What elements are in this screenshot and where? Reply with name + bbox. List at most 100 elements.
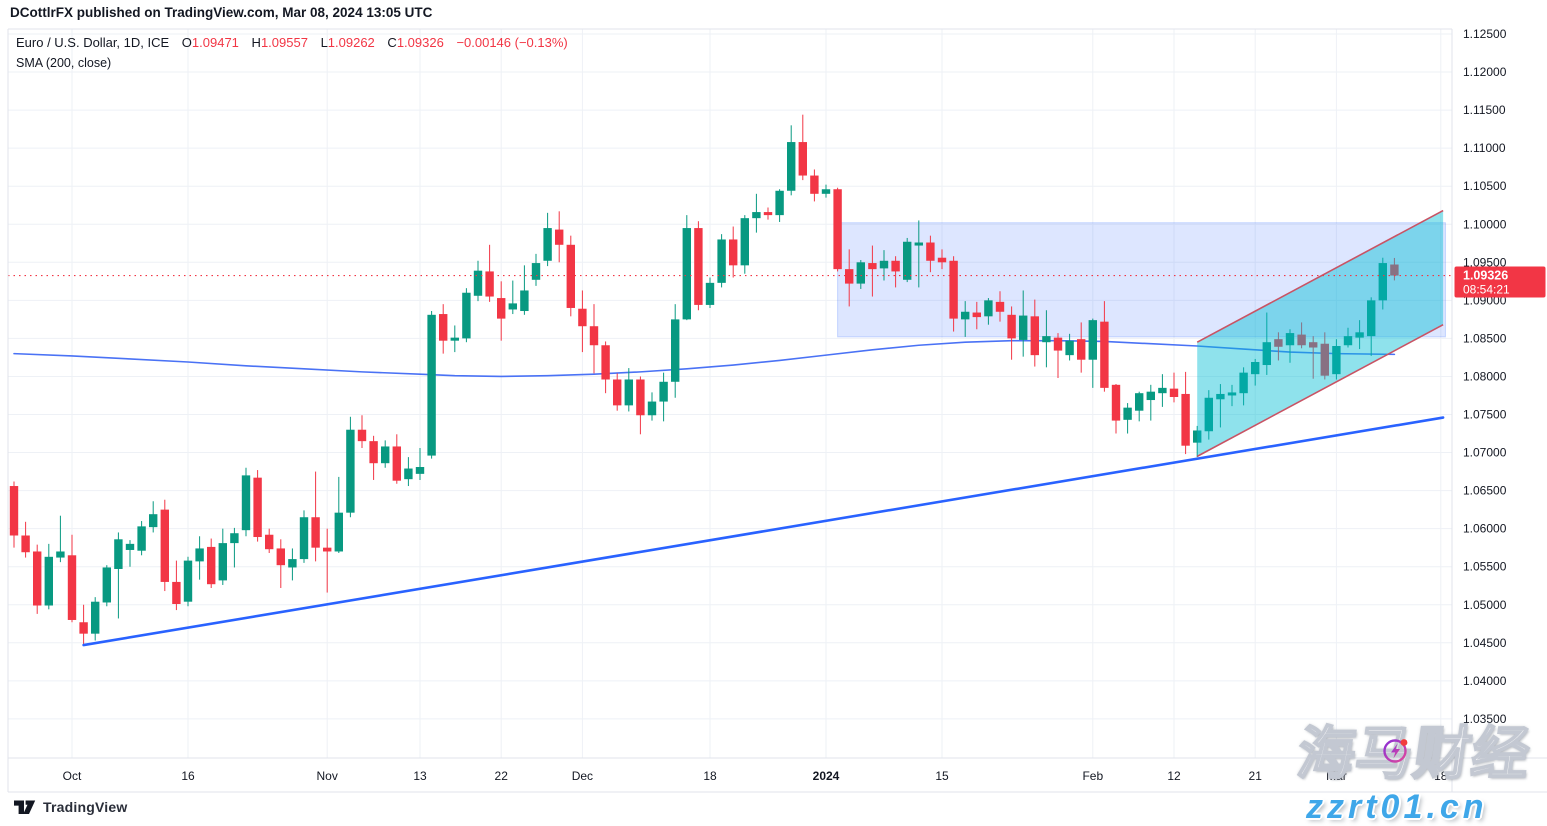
candle xyxy=(183,556,193,607)
candle xyxy=(798,114,807,181)
price-tick-label: 1.11000 xyxy=(1463,141,1506,155)
candle xyxy=(1111,384,1121,434)
candle xyxy=(1216,384,1225,428)
candle xyxy=(450,325,459,353)
candle xyxy=(1030,299,1039,367)
support-trendline-drawing[interactable] xyxy=(82,416,1445,647)
candle xyxy=(636,376,645,435)
candle xyxy=(91,597,100,641)
candle xyxy=(1343,327,1353,348)
candle xyxy=(740,215,749,274)
candle xyxy=(613,373,622,411)
candle xyxy=(508,280,517,315)
time-tick-label: 21 xyxy=(1249,769,1263,783)
candle xyxy=(682,215,691,321)
candle xyxy=(1181,371,1190,455)
candle xyxy=(473,260,483,302)
parallel-channel-drawing[interactable] xyxy=(1197,210,1444,457)
publish-attribution: DCottlrFX published on TradingView.com, … xyxy=(10,5,433,20)
candle xyxy=(1053,333,1063,378)
candle xyxy=(601,341,610,394)
time-tick-label: 15 xyxy=(935,769,949,783)
candle xyxy=(265,528,274,553)
price-tick-label: 1.12000 xyxy=(1463,65,1507,79)
price-tick-label: 1.03500 xyxy=(1463,712,1507,726)
candle xyxy=(276,539,285,589)
candle xyxy=(821,184,831,198)
candle xyxy=(1146,384,1155,421)
candle xyxy=(717,234,726,288)
svg-text:1.09326: 1.09326 xyxy=(1463,269,1508,283)
candle xyxy=(33,544,42,614)
time-tick-label: 2024 xyxy=(813,769,840,783)
sma-200-line[interactable] xyxy=(13,339,1396,378)
price-tick-label: 1.10500 xyxy=(1463,179,1507,193)
candle xyxy=(961,301,970,337)
candle xyxy=(949,256,958,332)
candle xyxy=(589,304,599,374)
candle xyxy=(787,125,796,196)
candle xyxy=(520,265,529,315)
candle xyxy=(439,304,448,354)
candle xyxy=(531,253,541,286)
close-value: 1.09326 xyxy=(396,35,444,50)
tradingview-attribution[interactable]: TradingView xyxy=(14,799,127,815)
candle xyxy=(253,470,262,542)
time-tick-label: 12 xyxy=(1167,769,1181,783)
time-tick-label: Oct xyxy=(63,769,82,783)
candle xyxy=(891,256,900,288)
candle xyxy=(1262,312,1271,375)
candle xyxy=(763,207,773,220)
candle xyxy=(752,193,761,233)
candle xyxy=(972,301,981,330)
candle xyxy=(392,434,401,484)
low-value: 1.09262 xyxy=(327,35,375,50)
rectangle-zone-drawing[interactable] xyxy=(837,222,1446,338)
candle xyxy=(1309,336,1318,379)
candle xyxy=(311,471,320,562)
candle xyxy=(903,237,912,283)
sma-indicator-legend[interactable]: SMA (200, close) xyxy=(16,56,112,70)
candle xyxy=(288,548,297,581)
candle xyxy=(21,521,30,558)
candle xyxy=(195,536,204,580)
candle xyxy=(1193,425,1202,458)
candle xyxy=(1332,339,1341,380)
price-tick-label: 1.04500 xyxy=(1463,636,1507,650)
candle xyxy=(125,540,135,567)
candle xyxy=(555,211,564,263)
candle xyxy=(1135,391,1144,422)
price-tick-label: 1.06500 xyxy=(1463,484,1507,498)
candle xyxy=(1123,403,1132,434)
price-tick-label: 1.12500 xyxy=(1463,27,1507,41)
channel-upper-border[interactable] xyxy=(1196,209,1444,343)
candle xyxy=(1239,367,1248,406)
candle xyxy=(624,368,633,412)
candle xyxy=(241,467,251,537)
candle xyxy=(694,221,703,311)
time-tick-label: 13 xyxy=(413,769,427,783)
candle xyxy=(1378,257,1387,310)
candle xyxy=(67,534,77,623)
price-tick-label: 1.08500 xyxy=(1463,331,1507,345)
change-value: −0.00146 (−0.13%) xyxy=(456,35,568,50)
symbol-legend[interactable]: Euro / U.S. Dollar, 1D, ICE O1.09471 H1.… xyxy=(16,35,568,50)
price-tick-label: 1.05000 xyxy=(1463,598,1507,612)
candle xyxy=(1088,318,1097,388)
candle xyxy=(578,290,587,353)
candle xyxy=(9,481,19,548)
candle xyxy=(1077,322,1086,373)
candle xyxy=(1019,290,1028,357)
watermark-chinese-text: 海马财经 xyxy=(1293,721,1536,787)
candle xyxy=(705,277,715,308)
candle xyxy=(1355,320,1364,350)
channel-lower-border[interactable] xyxy=(1196,323,1444,458)
candle xyxy=(56,515,65,563)
candle xyxy=(1390,257,1399,281)
candle xyxy=(810,169,819,202)
candle xyxy=(937,249,947,270)
time-tick-label: Mar xyxy=(1326,769,1347,783)
